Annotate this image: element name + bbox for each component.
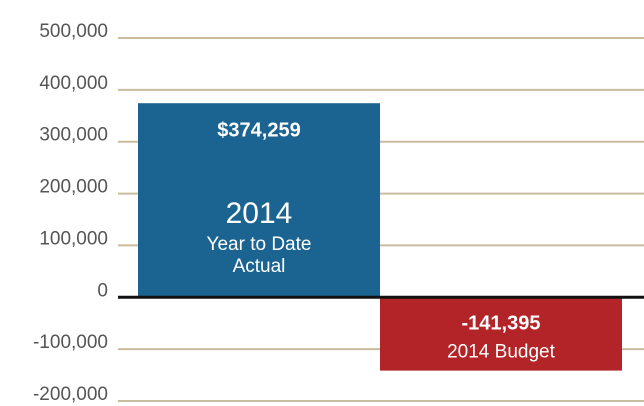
category-label: 2014 Budget <box>447 341 555 362</box>
y-tick-label: 200,000 <box>39 177 108 198</box>
y-tick-label: 300,000 <box>39 125 108 146</box>
y-tick-label: -100,000 <box>33 332 108 353</box>
bar <box>380 297 622 371</box>
y-tick-label: 400,000 <box>39 73 108 94</box>
y-tick-label: 500,000 <box>39 21 108 42</box>
value-label: -141,395 <box>462 313 541 335</box>
category-label: Actual <box>233 256 286 277</box>
category-label: 2014 <box>226 197 293 230</box>
y-tick-label: 100,000 <box>39 228 108 249</box>
value-label: $374,259 <box>217 119 300 141</box>
y-tick-label: -200,000 <box>33 384 108 405</box>
y-tick-label: 0 <box>97 280 108 301</box>
category-label: Year to Date <box>207 234 312 255</box>
bar <box>138 103 380 298</box>
